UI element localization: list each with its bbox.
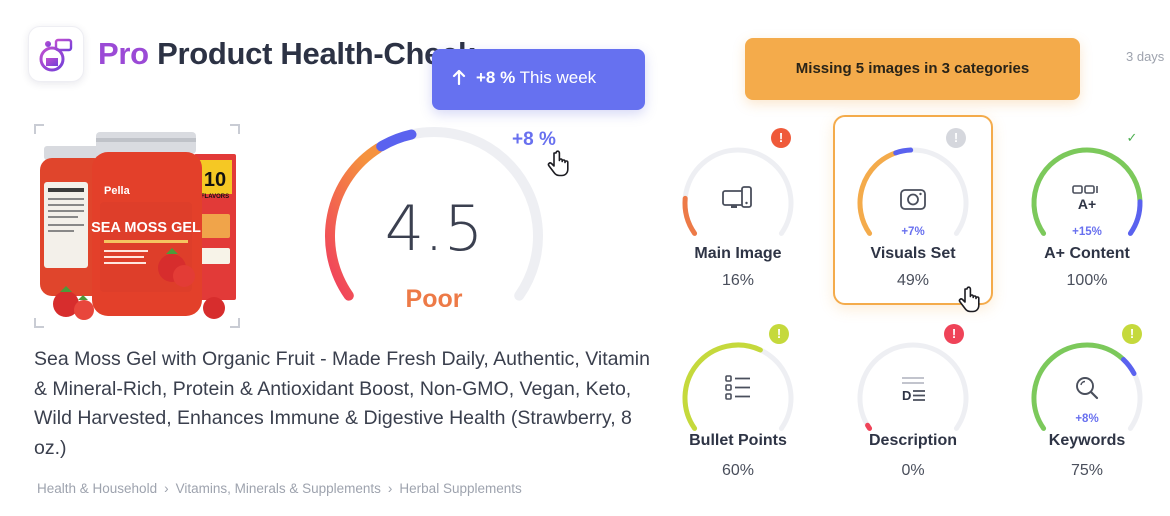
trend-period: This week xyxy=(519,68,597,87)
metric-card-description[interactable]: D Description 0%! xyxy=(838,320,988,500)
metric-gauge xyxy=(857,147,969,236)
alert-icon[interactable]: ! xyxy=(771,128,791,148)
metric-gauge xyxy=(1031,147,1143,236)
jar-product-name: SEA MOSS GEL xyxy=(91,220,201,236)
trend-delta: +8 % xyxy=(476,68,516,87)
arrow-up-icon xyxy=(452,69,466,85)
search-icon xyxy=(1076,377,1099,400)
period-label[interactable]: 3 days xyxy=(1126,49,1165,64)
metric-card-visuals-set[interactable]: +7% Visuals Set 49%! xyxy=(838,125,988,305)
metric-card-a-content[interactable]: A+ +15% A+ Content 100% ✓ xyxy=(1012,125,1162,305)
brand-label: Pro xyxy=(98,36,149,71)
svg-text:A+: A+ xyxy=(1078,196,1096,212)
alert-icon[interactable]: ! xyxy=(946,128,966,148)
breadcrumb: Health & Household › Vitamins, Minerals & … xyxy=(37,481,522,496)
metric-value: 100% xyxy=(1066,272,1108,289)
text-block-icon: D xyxy=(902,377,925,402)
metric-label: Visuals Set xyxy=(870,245,956,262)
page-title: Pro Product Health-Check xyxy=(98,36,475,72)
metric-label: Bullet Points xyxy=(689,432,787,449)
product-image[interactable]: 10 FLAVORS Pella SEA MOSS GEL xyxy=(34,124,240,328)
jar-brand: Pella xyxy=(104,185,131,197)
metric-label: Keywords xyxy=(1048,432,1126,449)
hand-cursor-icon xyxy=(547,150,569,177)
flavors-count: 10 xyxy=(204,169,226,191)
breadcrumb-item[interactable]: Health & Household xyxy=(37,481,158,496)
overall-rating: Poor xyxy=(405,285,463,313)
metric-label: Description xyxy=(868,432,957,449)
hand-cursor-icon xyxy=(958,286,980,313)
missing-images-tooltip: Missing 5 images in 3 categories xyxy=(745,38,1080,100)
metric-gauge xyxy=(682,342,794,431)
metric-value: 0% xyxy=(901,462,925,479)
gauge-delta-arc xyxy=(376,129,417,152)
alert-icon[interactable]: ! xyxy=(769,324,789,344)
product-title: Sea Moss Gel with Organic Fruit - Made F… xyxy=(34,348,650,459)
missing-images-text: Missing 5 images in 3 categories xyxy=(795,60,1030,77)
metric-delta: +7% xyxy=(901,226,925,238)
devices-icon xyxy=(722,186,752,208)
check-icon[interactable]: ✓ xyxy=(1126,130,1138,145)
list-icon xyxy=(725,375,750,400)
a-plus-icon: A+ xyxy=(1072,185,1098,212)
svg-text:D: D xyxy=(902,388,911,402)
alert-icon[interactable]: ! xyxy=(1122,324,1142,344)
metric-delta: +8% xyxy=(1075,413,1099,425)
camera-icon xyxy=(900,189,926,210)
alert-icon[interactable]: ! xyxy=(944,324,964,344)
metric-card-main-image[interactable]: Main Image 16%! xyxy=(663,125,813,305)
metric-value: 16% xyxy=(721,272,755,289)
flavors-label: FLAVORS xyxy=(201,194,229,200)
title-label: Product Health-Check xyxy=(157,36,475,71)
breadcrumb-item[interactable]: Vitamins, Minerals & Supplements xyxy=(175,481,381,496)
score-delta: +8 % xyxy=(512,129,556,150)
health-check-logo-icon xyxy=(39,38,73,72)
metric-gauge xyxy=(857,342,969,431)
breadcrumb-item[interactable]: Herbal Supplements xyxy=(399,481,522,496)
metric-delta: +15% xyxy=(1072,226,1102,238)
overall-score-gauge xyxy=(325,126,543,301)
metric-value: 49% xyxy=(896,272,930,289)
weekly-trend-tooltip: +8 % This week xyxy=(432,49,645,110)
gauge-score-arc xyxy=(325,143,384,301)
metric-label: A+ Content xyxy=(1044,245,1130,262)
metric-gauge xyxy=(682,147,794,236)
metric-card-bullet-points[interactable]: Bullet Points 60%! xyxy=(663,320,813,500)
overall-score: 4.5 xyxy=(384,192,484,265)
metric-label: Main Image xyxy=(694,245,782,262)
app-logo xyxy=(28,26,84,82)
metric-value: 60% xyxy=(721,462,755,479)
metric-card-keywords[interactable]: +8% Keywords 75%! xyxy=(1012,320,1162,500)
metric-value: 75% xyxy=(1070,462,1104,479)
visuals-set-card-highlight[interactable] xyxy=(833,115,993,305)
metric-gauge xyxy=(1031,342,1143,431)
